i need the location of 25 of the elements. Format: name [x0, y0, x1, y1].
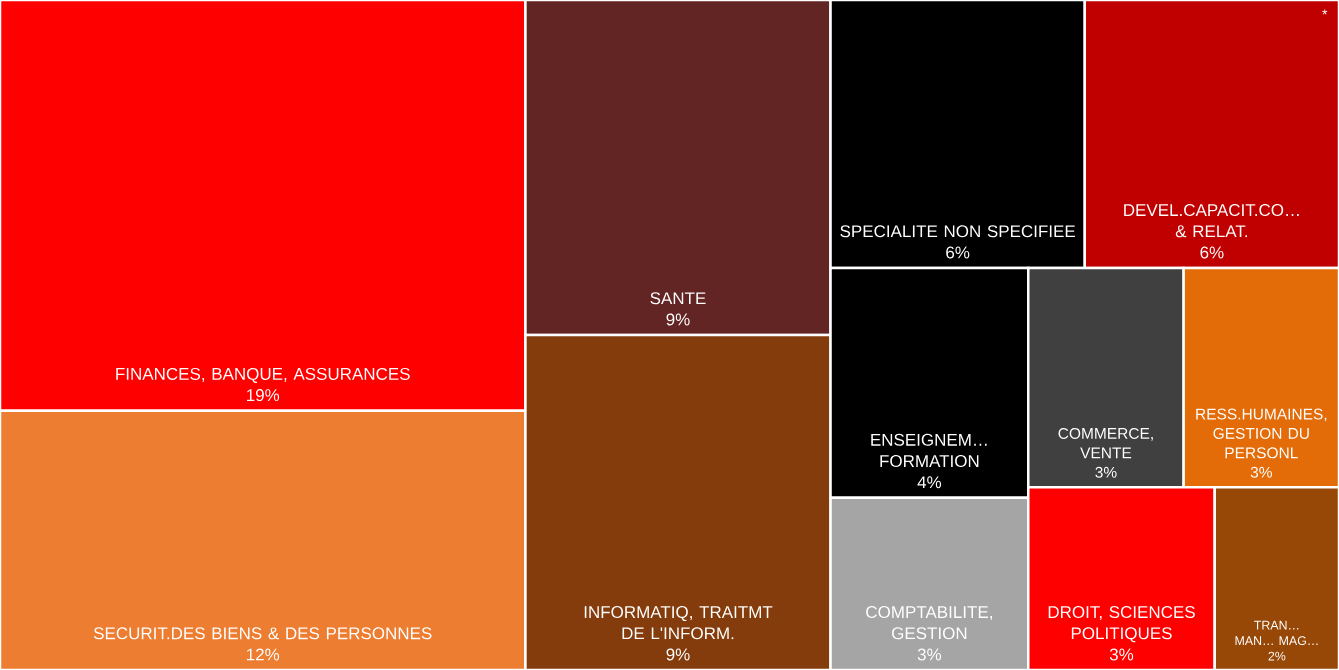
data-label: 4% — [917, 476, 942, 489]
data-label: 9% — [666, 313, 690, 326]
category-label: RESS.HUMAINES, GESTION DU PERSONL — [1196, 408, 1327, 459]
text: * — [1322, 9, 1328, 15]
category-label: SANTE — [650, 292, 706, 305]
category-label: ENSEIGNEM… FORMATION — [871, 433, 987, 468]
data-label: 19% — [247, 389, 280, 402]
category-label: DEVEL.CAPACIT.CO… & RELAT. — [1124, 204, 1299, 238]
data-label: 12% — [247, 648, 280, 661]
category-label: INFORMATIQ, TRAITMT DE L'INFORM. — [584, 606, 773, 640]
category-label: COMMERCE, VENTE — [1058, 427, 1153, 459]
category-label: DROIT, SCIENCES POLITIQUES — [1048, 606, 1195, 643]
data-label: 6% — [946, 246, 970, 259]
category-label: SPECIALITE NON SPECIFIEE — [840, 225, 1075, 238]
category-label: COMPTABILITE, GESTION — [866, 606, 992, 640]
data-label: 3% — [1095, 466, 1117, 478]
data-label: 9% — [666, 648, 690, 661]
data-label: 2% — [1268, 651, 1286, 661]
data-label: 6% — [1200, 246, 1224, 259]
category-label: SECURIT.DES BIENS & DES PERSONNES — [93, 627, 432, 640]
data-label: 3% — [1109, 648, 1134, 661]
category-label: TRAN… MAN… MAG… — [1235, 620, 1318, 646]
data-label: 3% — [917, 648, 942, 661]
data-label: 3% — [1250, 466, 1272, 478]
category-label: FINANCES, BANQUE, ASSURANCES — [116, 367, 410, 383]
